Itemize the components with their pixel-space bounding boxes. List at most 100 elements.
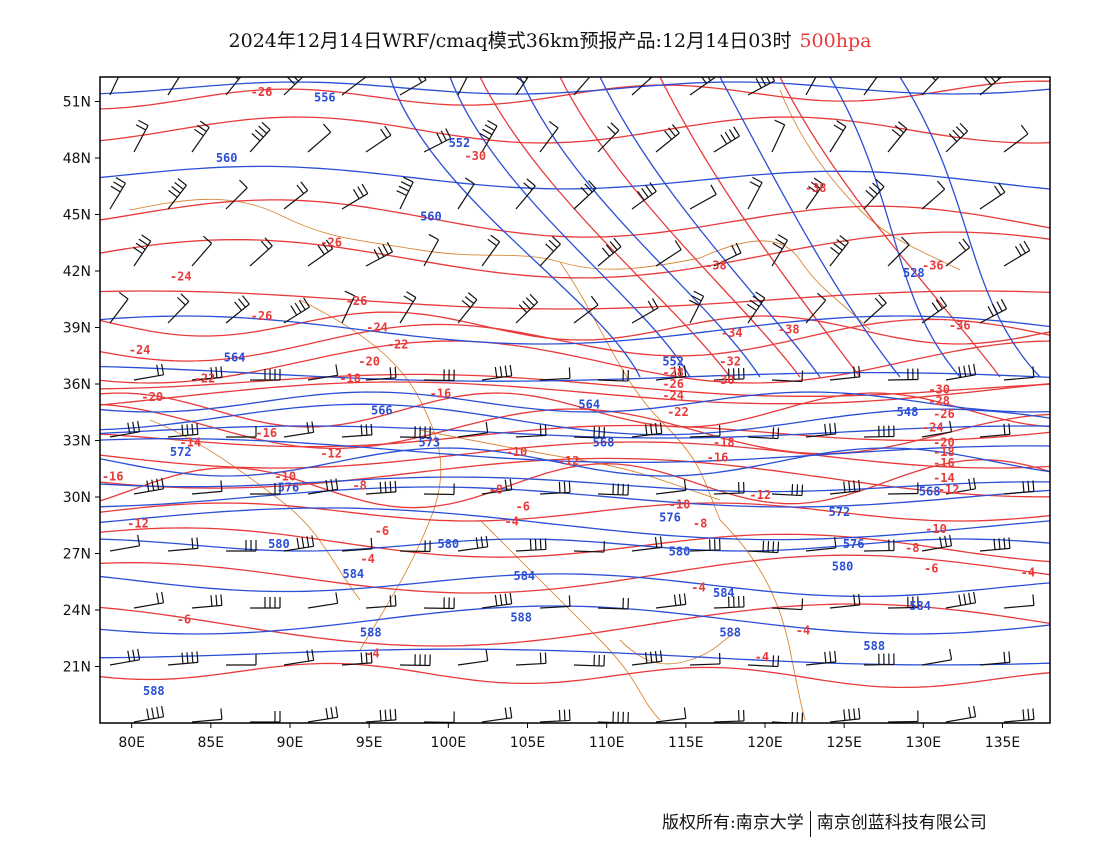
footer-company: 南京创蓝科技有限公司 [816,813,987,833]
temperature-contour-label: -26 [320,236,342,250]
wind-barb [887,121,908,153]
wind-barb-feather [467,292,478,301]
height-contour-label: 560 [420,209,442,223]
geographic-boundaries [129,89,961,721]
wind-barb-feather [568,595,571,607]
wind-barb-feather [321,242,329,253]
wind-barb-feather [607,125,616,135]
wind-barb-feather [870,68,879,74]
wind-barb-staff [573,550,605,553]
wind-barb [365,125,392,153]
wind-barb-feather [509,478,513,490]
lat-tick-label: 30N [63,490,91,506]
wind-barb [921,180,946,210]
wind-barb-feather [973,591,977,603]
wind-barb-feather [733,126,740,137]
wind-barb-feather [644,424,648,436]
wind-barb-feather [601,247,610,257]
wind-barb-feather [752,295,763,303]
height-contour [100,438,1050,464]
height-contour-label: 584 [513,569,535,583]
wind-barb [133,363,165,381]
wind-barb-feather [171,185,181,194]
wind-barb-feather [829,423,832,435]
wind-barb-feather [394,594,397,606]
wind-barb-staff [979,661,1010,666]
wind-barb-feather [568,709,571,721]
wind-barb [805,422,837,438]
wind-barb [365,241,394,267]
wind-barb-feather [952,129,961,139]
wind-barb-staff [887,492,919,495]
wind-barb-feather [301,536,305,548]
temperature-contour-label: -8 [905,541,919,555]
wind-barb-feather [135,124,147,131]
wind-barb-feather [480,536,484,548]
wind-barb [597,483,629,496]
wind-barb-feather [996,301,1003,312]
wind-barb [829,120,847,153]
wind-barb-feather [210,367,213,379]
wind-barb-feather [138,238,149,246]
wind-barb-feather [647,300,655,311]
wind-barb-staff [887,606,919,609]
wind-barb-staff [655,717,686,723]
wind-barb-feather [610,122,620,131]
wind-barb [631,650,663,666]
wind-barb-staff [805,184,824,210]
wind-barb-feather [365,424,368,436]
wind-barb-feather [110,185,121,193]
temperature-contour-label: -26 [251,85,273,99]
temperature-contour-label: -16 [102,469,124,483]
wind-barb [655,124,680,153]
wind-barb-feather [998,182,1006,193]
wind-barb [945,238,971,267]
wind-barb-feather [490,234,500,243]
wind-barb-feather [955,126,965,136]
wind-barb-feather [891,129,901,137]
wind-barb [771,484,804,497]
wind-barb-staff [515,662,546,666]
wind-barb-feather [777,234,788,241]
wind-barb-feather [801,712,804,723]
wind-barb [423,483,455,496]
wind-barb [655,593,687,609]
wind-barb [167,293,190,324]
temperature-contour-label: -28 [662,366,684,380]
wind-barb-feather [1032,708,1035,720]
wind-barb [921,420,953,438]
wind-barb-feather [558,481,561,493]
wind-barb-staff [863,549,895,552]
wind-barb-staff [225,187,248,210]
lon-tick-label: 115E [668,735,704,751]
wind-barb [249,237,273,267]
temperature-contour-label: -6 [924,562,938,576]
wind-barb-feather [558,709,561,721]
wind-barb-staff [573,77,591,96]
wind-barb [167,651,199,666]
wind-barb [887,368,919,381]
wind-barb [689,538,721,552]
wind-barb-staff [979,191,1006,210]
wind-barb-feather [335,592,339,604]
wind-barb-staff [771,124,786,153]
wind-barb [423,128,452,153]
wind-barb-staff [191,718,222,723]
temperature-contour-label: -24 [170,270,192,284]
wind-barb [945,591,977,609]
wind-barb [597,711,629,723]
wind-barb-feather [544,424,547,436]
wind-barb [341,651,373,666]
wind-barb-feather [853,366,856,378]
wind-barb-staff [863,77,878,96]
temperature-contour-label: -18 [713,435,735,449]
height-contour [100,447,1050,477]
lat-tick-label: 39N [63,320,91,336]
wind-barb-feather [113,63,123,68]
wind-barb [597,597,629,610]
wind-barb-feather [146,708,150,720]
wind-barb-feather [525,297,535,307]
wind-barb [399,291,417,324]
wind-barb-feather [858,365,861,377]
wind-barb [573,426,605,439]
